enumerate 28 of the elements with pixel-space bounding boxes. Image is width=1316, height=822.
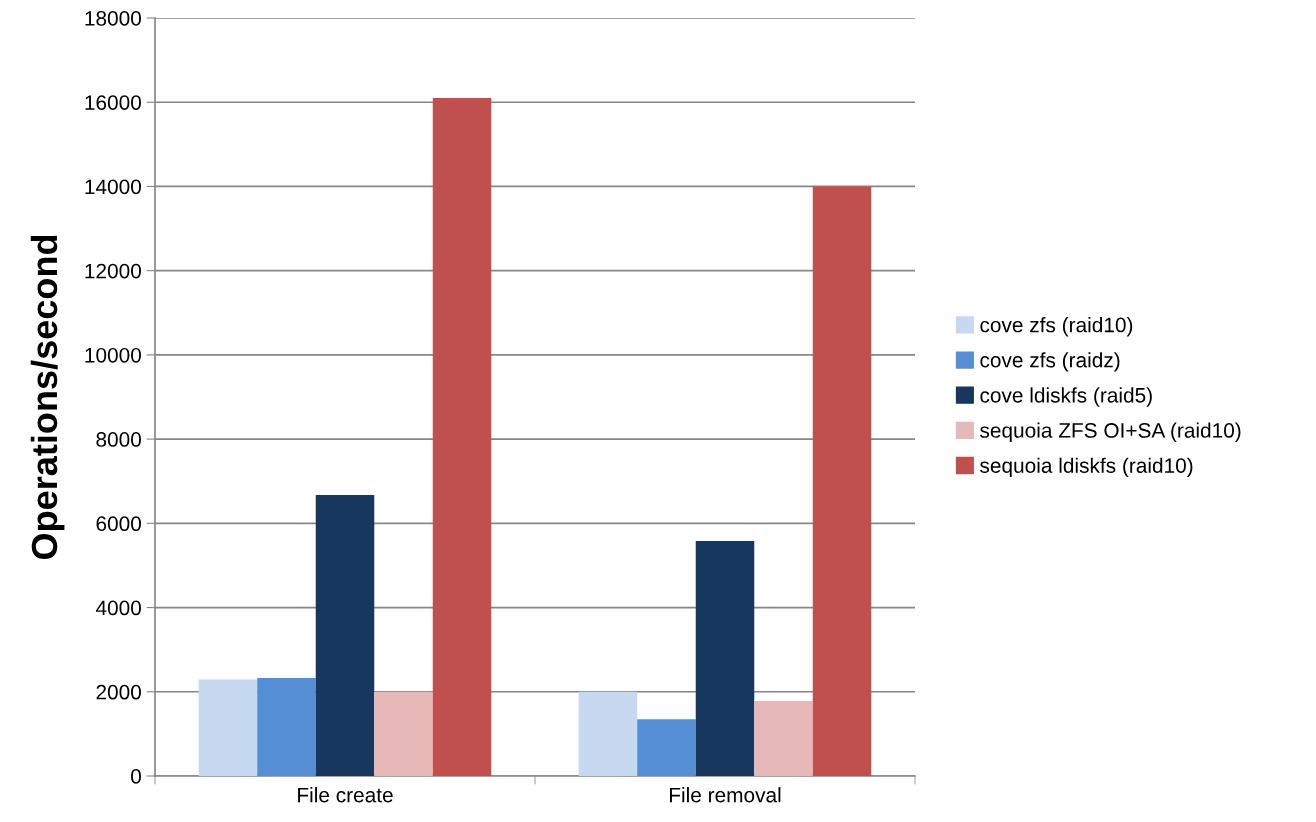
y-tick-label: 8000 [96,432,141,447]
legend-label: cove zfs (raidz) [980,352,1120,372]
bar [432,98,492,776]
bar [637,719,696,776]
y-axis-title: Operations/second [30,235,65,560]
y-tick-label: 4000 [95,600,141,616]
y-tick-label: 18000 [85,11,141,26]
legend-label: sequoia ldiskfs (raid10) [980,457,1193,478]
y-tick-label: 2000 [96,684,141,700]
bar [374,691,433,776]
bar [695,541,755,776]
legend-label: cove zfs (raid10) [980,317,1133,337]
legend-label: sequoia ZFS OI+SA (raid10) [980,422,1241,442]
y-tick-label: 14000 [85,179,141,195]
bar [578,691,638,776]
bar [198,679,258,776]
bar [754,701,813,776]
bar [315,495,375,776]
x-tick-label: File create [298,787,393,803]
legend-label: cove ldiskfs (raid5) [980,387,1152,407]
y-tick-label: 10000 [85,347,141,363]
y-tick-label: 16000 [85,95,141,110]
x-tick-label: File removal [669,787,781,803]
y-tick-label: 12000 [85,263,141,279]
y-tick-label: 6000 [96,516,141,532]
bar [257,677,316,776]
bar [812,186,872,776]
y-tick-label: 0 [131,769,141,784]
